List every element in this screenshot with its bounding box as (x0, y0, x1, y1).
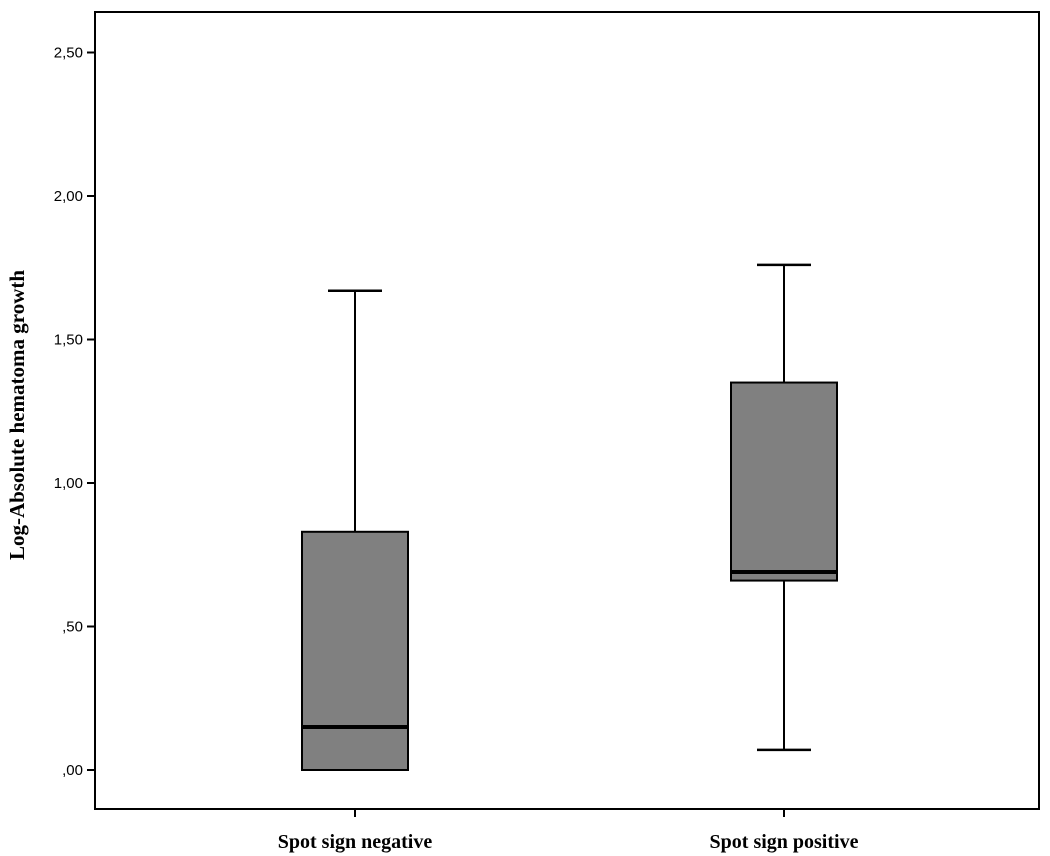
y-tick-label: 1,00 (54, 475, 83, 492)
box-2 (730, 263, 838, 752)
y-tick-label: 2,50 (54, 45, 83, 62)
iqr-box (301, 530, 409, 771)
y-axis: ,00 ,50 1,00 1,50 2,00 2,50 (54, 45, 95, 779)
box-1 (301, 289, 409, 771)
y-tick-label: ,50 (62, 619, 83, 636)
y-tick-label: 2,00 (54, 188, 83, 205)
y-tick-label: ,00 (62, 762, 83, 779)
plot-frame (94, 11, 1040, 810)
x-category-label: Spot sign positive (710, 831, 859, 853)
y-axis-title: Log-Absolute hematoma growth (5, 270, 29, 560)
iqr-box (730, 381, 838, 582)
x-axis: Spot sign negative Spot sign positive (278, 809, 859, 853)
y-tick-label: 1,50 (54, 332, 83, 349)
boxes-layer (301, 263, 838, 771)
x-category-label: Spot sign negative (278, 831, 433, 853)
